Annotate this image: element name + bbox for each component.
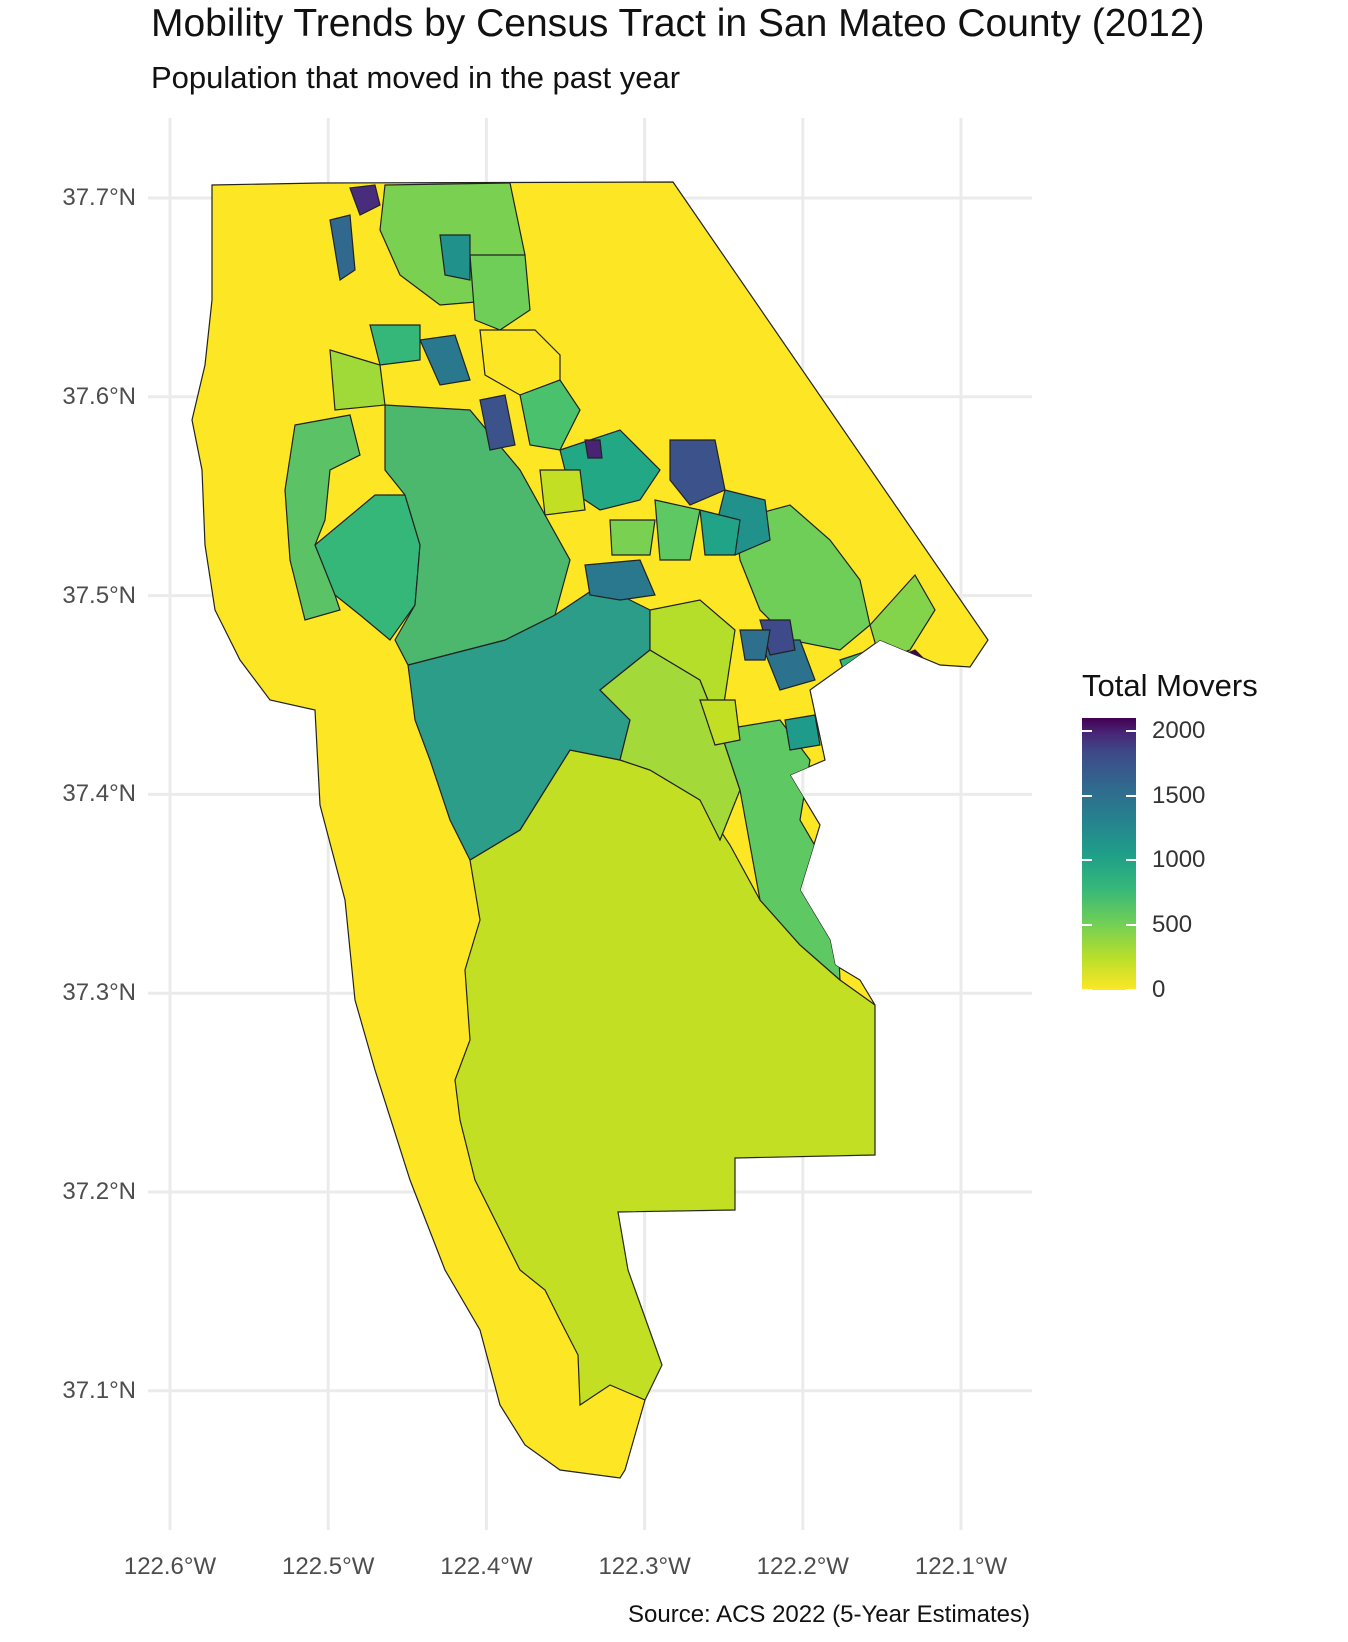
tract-north-fair-oaks (784, 714, 821, 751)
tract-pescadero-north (384, 404, 571, 666)
chart-subtitle: Population that moved in the past year (151, 60, 681, 95)
tract-millbrae (669, 439, 726, 506)
tract-san-mateo (584, 559, 656, 601)
x-tick-label: 122.2°W (756, 1553, 849, 1580)
chart-caption: Source: ACS 2022 (5-Year Estimates) (628, 1601, 1030, 1628)
tract-westborough (419, 334, 471, 386)
tract-rockaway (329, 349, 386, 411)
legend-label: 1500 (1152, 781, 1206, 809)
y-tick-label: 37.6°N (62, 382, 136, 410)
tract-daly-city-west (349, 184, 381, 216)
tract-sharp-park (479, 394, 516, 451)
x-tick-label: 122.4°W (440, 1553, 533, 1580)
y-tick-label: 37.1°N (62, 1376, 136, 1404)
legend-label: 1000 (1152, 846, 1206, 874)
y-tick-label: 37.7°N (62, 184, 136, 211)
tract-hillsborough (654, 499, 701, 561)
legend-color-bar (1082, 718, 1136, 990)
tract-south-sf (519, 379, 581, 451)
legend-title: Total Movers (1082, 668, 1258, 703)
tract-atherton (329, 214, 356, 282)
y-tick-label: 37.2°N (62, 1178, 136, 1205)
tract-sequoia (584, 439, 603, 459)
x-tick-label: 122.6°W (123, 1553, 217, 1580)
y-tick-label: 37.5°N (62, 581, 136, 609)
tract-shoreview (609, 519, 656, 556)
legend-label: 2000 (1152, 716, 1206, 744)
y-tick-label: 37.3°N (62, 979, 136, 1007)
x-tick-label: 122.1°W (914, 1553, 1008, 1580)
legend-label: 0 (1152, 976, 1166, 1003)
y-tick-label: 37.4°N (62, 780, 136, 808)
county-map (191, 181, 989, 1479)
tract-serramonte (439, 234, 471, 281)
tract-san-carlos (699, 509, 741, 556)
tract-ladera (739, 629, 771, 661)
tract-linda-mar (369, 324, 421, 366)
legend-label: 500 (1152, 911, 1193, 939)
tract-daly-city-east (469, 254, 531, 331)
tract-emerald-hills (699, 699, 741, 746)
tract-redwood-east (734, 504, 871, 651)
x-tick-label: 122.5°W (282, 1553, 375, 1580)
x-tick-label: 122.3°W (598, 1553, 691, 1580)
tract-baywood (539, 469, 586, 516)
chart-title: Mobility Trends by Census Tract in San M… (151, 2, 1205, 45)
